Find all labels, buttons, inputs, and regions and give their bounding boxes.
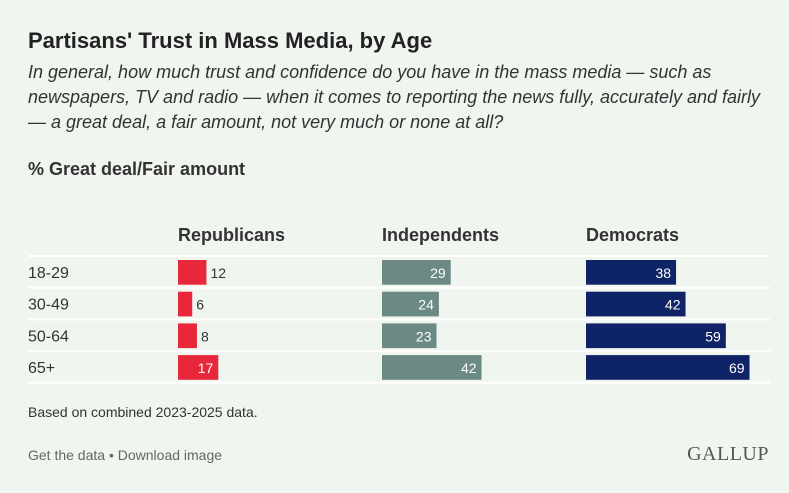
gallup-logo: GALLUP: [687, 443, 769, 465]
category-label: 30-49: [28, 297, 69, 314]
data-label: 23: [416, 328, 432, 344]
bar-republicans-50-64: [178, 323, 197, 349]
data-label: 12: [210, 265, 226, 281]
bar-democrats-30-49: [586, 291, 686, 317]
chart-subtitle: In general, how much trust and confidenc…: [28, 62, 761, 132]
category-label: 50-64: [28, 328, 69, 345]
data-label: 38: [655, 265, 671, 281]
column-header-independents: Independents: [382, 225, 500, 245]
footnote: Based on combined 2023-2025 data.: [28, 404, 258, 420]
data-label: 17: [198, 360, 214, 376]
bar-independents-18-29: [382, 260, 451, 285]
download-image-link[interactable]: Download image: [117, 447, 223, 463]
bar-democrats-65+: [586, 355, 750, 380]
metric-label: % Great deal/Fair amount: [28, 159, 246, 179]
data-label: 6: [196, 297, 204, 313]
data-label: 8: [201, 328, 209, 344]
data-label: 29: [430, 265, 446, 281]
data-label: 59: [705, 328, 721, 344]
bar-republicans-65+: [178, 355, 219, 380]
category-label: 18-29: [28, 265, 69, 282]
bar-democrats-50-64: [586, 323, 726, 349]
data-label: 42: [461, 360, 477, 376]
get-data-link[interactable]: Get the data: [28, 447, 106, 463]
bar-independents-50-64: [382, 323, 437, 349]
bar-democrats-18-29: [586, 260, 677, 285]
column-header-republicans: Republicans: [178, 225, 286, 245]
separator: •: [108, 447, 114, 463]
bar-republicans-18-29: [178, 260, 207, 285]
bar-republicans-30-49: [178, 291, 193, 317]
bar-independents-30-49: [382, 291, 439, 317]
data-label: 42: [665, 297, 681, 313]
category-label: 65+: [28, 360, 55, 377]
footer-links: Get the data • Download image: [28, 447, 222, 463]
data-label: 24: [418, 297, 434, 313]
column-header-democrats: Democrats: [586, 225, 680, 245]
chart-title: Partisans' Trust in Mass Media, by Age: [28, 28, 433, 53]
bar-independents-65+: [382, 355, 482, 380]
data-label: 69: [729, 360, 745, 376]
